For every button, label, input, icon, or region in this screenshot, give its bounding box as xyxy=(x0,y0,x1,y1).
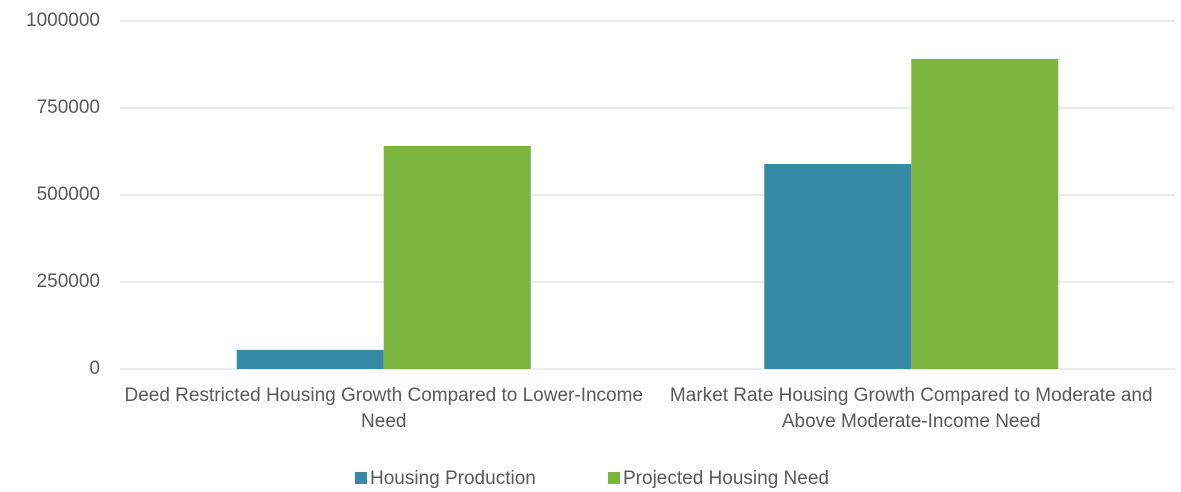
x-tick-label: Market Rate Housing Growth Compared to M… xyxy=(669,385,1153,432)
bar xyxy=(383,145,531,369)
y-tick-label: 500000 xyxy=(37,184,100,205)
bar xyxy=(236,349,384,369)
bar xyxy=(764,164,912,369)
y-tick-label: 250000 xyxy=(37,271,100,292)
y-tick-label: 750000 xyxy=(37,97,100,118)
bar xyxy=(911,58,1059,369)
legend-swatch xyxy=(608,472,620,484)
legend-swatch xyxy=(355,472,367,484)
x-tick-label: Deed Restricted Housing Growth Compared … xyxy=(124,385,643,432)
y-tick-label: 0 xyxy=(89,358,100,379)
legend-label: Housing Production xyxy=(370,468,536,489)
legend-label: Projected Housing Need xyxy=(623,468,829,489)
y-tick-label: 1000000 xyxy=(26,10,100,31)
